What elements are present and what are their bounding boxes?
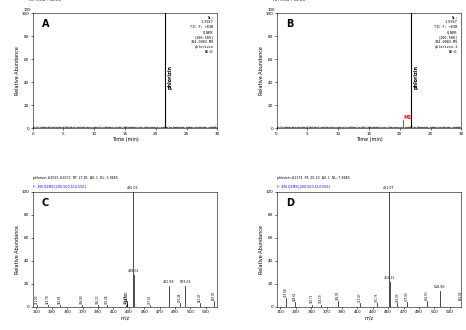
Text: 481.99: 481.99 xyxy=(163,280,175,284)
Text: 496.04: 496.04 xyxy=(178,293,182,302)
Text: 435.03: 435.03 xyxy=(127,186,138,190)
Text: D: D xyxy=(286,198,294,208)
Y-axis label: Relative Abundance: Relative Abundance xyxy=(15,46,20,95)
Text: 401.48: 401.48 xyxy=(105,294,109,304)
Text: RT: 0.00 - 30.00: RT: 0.00 - 30.00 xyxy=(29,0,61,2)
Text: 435.75: 435.75 xyxy=(375,293,379,302)
Text: 436.02: 436.02 xyxy=(128,269,139,273)
Text: RT: 0.00 - 30.00: RT: 0.00 - 30.00 xyxy=(273,0,305,2)
Text: 363.19: 363.19 xyxy=(319,294,322,304)
Text: 390.22: 390.22 xyxy=(96,294,100,304)
Text: 368.90: 368.90 xyxy=(80,294,84,304)
Text: 100: 100 xyxy=(23,8,31,12)
Text: 522.47: 522.47 xyxy=(198,293,202,302)
Text: phlorizin: phlorizin xyxy=(167,65,172,88)
Text: 462.03: 462.03 xyxy=(396,293,399,302)
Text: 473.90: 473.90 xyxy=(404,292,409,301)
Text: NL:
1.99E7
TIC F: +ESB
Q-NMS
[100-500]
334-0002.MS
phlorizin
NO:0: NL: 1.99E7 TIC F: +ESB Q-NMS [100-500] 3… xyxy=(190,16,214,54)
Text: F: -ESI Q1MS [200-500-514 550]: F: -ESI Q1MS [200-500-514 550] xyxy=(276,184,329,188)
Text: B: B xyxy=(286,19,293,29)
Text: 425.72: 425.72 xyxy=(123,294,128,304)
Text: 316.98: 316.98 xyxy=(284,287,288,297)
Text: 340.85: 340.85 xyxy=(58,295,62,304)
Text: 100: 100 xyxy=(267,8,274,12)
Text: 328.61: 328.61 xyxy=(293,291,297,301)
Text: phlorizin #1174  RT: 26.32  AV: 1  NL: 7.88E5: phlorizin #1174 RT: 26.32 AV: 1 NL: 7.88… xyxy=(276,176,350,180)
X-axis label: m/z: m/z xyxy=(364,316,374,321)
Y-axis label: Relative Abundance: Relative Abundance xyxy=(15,225,20,274)
X-axis label: Time (min): Time (min) xyxy=(356,137,382,142)
Text: 516.90: 516.90 xyxy=(434,285,445,289)
Text: 503.01: 503.01 xyxy=(179,280,191,284)
Y-axis label: Relative Abundance: Relative Abundance xyxy=(259,225,264,274)
Text: M1: M1 xyxy=(404,115,412,120)
Text: 451.07: 451.07 xyxy=(383,186,395,190)
Text: 492.93: 492.93 xyxy=(425,290,429,300)
Text: 427.97: 427.97 xyxy=(125,293,129,302)
Text: 413.47: 413.47 xyxy=(358,293,362,302)
Text: 324.78: 324.78 xyxy=(46,294,50,304)
Text: 457.01: 457.01 xyxy=(148,295,151,304)
Text: phlorizin #1025 #1672  RT: 27.81  AV: 1  NL: 3.96E5: phlorizin #1025 #1672 RT: 27.81 AV: 1 NL… xyxy=(33,176,117,180)
Text: 452.11: 452.11 xyxy=(384,276,396,280)
Y-axis label: Relative Abundance: Relative Abundance xyxy=(259,46,264,95)
Text: C: C xyxy=(42,198,49,208)
Text: 350.71: 350.71 xyxy=(310,294,314,304)
Text: F: -ESI Q1MS [200-500-514 550]: F: -ESI Q1MS [200-500-514 550] xyxy=(33,184,85,188)
X-axis label: m/z: m/z xyxy=(120,316,130,321)
Text: 427.03: 427.03 xyxy=(124,290,129,300)
Text: 549.03: 549.03 xyxy=(212,291,216,300)
X-axis label: Time (min): Time (min) xyxy=(112,137,138,142)
Text: NL:
1.69E7
TIC F: +ESB
Q-NMS
[100-500]
334-0002.MS
phlorizin-1
NO:0: NL: 1.69E7 TIC F: +ESB Q-NMS [100-500] 3… xyxy=(434,16,458,54)
Text: 544.09: 544.09 xyxy=(459,291,463,300)
Text: 384.91: 384.91 xyxy=(336,290,340,300)
Text: A: A xyxy=(42,19,49,29)
Text: 211.00: 211.00 xyxy=(35,295,39,304)
Text: phlorizin: phlorizin xyxy=(413,65,418,88)
